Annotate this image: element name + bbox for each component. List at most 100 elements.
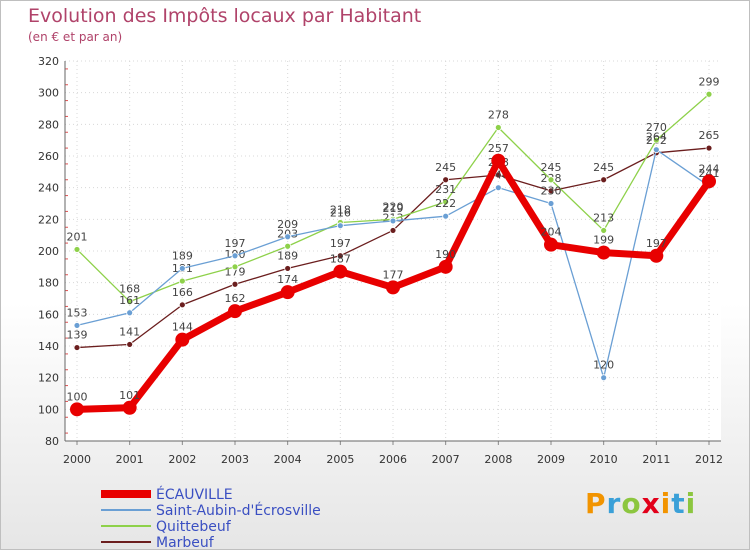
data-point [596,245,611,260]
data-label: 220 [383,200,404,213]
data-point [284,233,292,241]
y-tick-label: 320 [38,55,59,68]
y-tick-label: 300 [38,87,59,100]
data-label: 278 [488,109,509,122]
data-label: 216 [330,207,351,220]
data-label: 166 [172,286,193,299]
data-point [494,124,502,131]
data-point [389,227,397,234]
y-tick-label: 280 [38,118,59,131]
data-label: 264 [646,131,667,144]
data-point [126,298,134,306]
data-label: 189 [172,249,193,262]
legend-label: Saint-Aubin-d'Écrosville [156,502,321,519]
data-label: 197 [646,237,667,250]
chart-subtitle: (en € et par an) [28,30,123,44]
x-tick-label: 2008 [484,453,512,466]
data-label: 189 [277,249,298,262]
proxiti-logo: Proxiti [585,487,697,520]
x-tick-label: 2001 [116,453,144,466]
data-point [600,374,608,382]
data-point [442,176,450,184]
data-point [73,246,81,253]
chart-title: Evolution des Impôts locaux par Habitant [28,5,422,27]
data-label: 101 [119,389,140,402]
data-point [652,136,660,144]
y-tick-label: 200 [38,245,59,258]
data-point [600,227,608,234]
y-tick-label: 80 [45,435,59,448]
data-label: 199 [593,234,614,247]
data-label: 231 [435,183,456,196]
data-point [389,217,397,225]
data-label: 141 [119,325,140,338]
data-point [126,309,134,317]
data-point [442,198,450,206]
data-label: 218 [330,204,351,217]
y-tick-label: 140 [38,340,59,353]
data-point [547,187,555,195]
data-point [228,304,242,319]
data-point [284,265,292,272]
data-label: 230 [541,185,562,198]
data-label: 257 [488,142,509,155]
data-point [494,171,502,179]
data-label: 153 [67,306,88,319]
data-label: 162 [225,292,246,305]
data-point [122,400,137,415]
data-label: 120 [593,359,614,372]
data-point [336,222,344,230]
x-tick-label: 2009 [537,453,565,466]
data-label: 190 [435,248,456,261]
data-point [600,176,608,184]
data-point [442,212,450,220]
data-point [386,280,400,295]
data-point [652,146,660,154]
x-tick-label: 2012 [695,453,723,466]
data-label: 174 [277,273,298,286]
y-tick-label: 120 [38,372,59,385]
data-label: 270 [646,121,667,134]
data-point [284,242,292,250]
legend-label: Quittebeuf [156,519,232,535]
x-tick-label: 2003 [221,453,249,466]
y-tick-label: 260 [38,150,59,163]
data-label: 219 [383,202,404,215]
data-label: 265 [699,129,720,142]
x-tick-label: 2006 [379,453,407,466]
data-point [231,252,239,260]
x-tick-label: 2010 [590,453,618,466]
y-tick-label: 180 [38,277,59,290]
data-point [333,264,348,279]
y-tick-label: 220 [38,213,59,226]
data-label: 197 [225,237,246,250]
data-point [547,176,555,184]
data-point [702,174,716,189]
y-tick-label: 160 [38,308,59,321]
data-point [491,153,506,168]
data-label: 100 [67,390,88,403]
x-tick-label: 2004 [274,453,302,466]
data-label: 222 [435,197,456,210]
data-label: 204 [541,226,562,239]
data-point [649,248,664,263]
data-point [705,90,713,98]
data-point [336,252,344,260]
data-point [73,344,81,351]
data-point [178,301,186,309]
x-tick-label: 2000 [63,453,91,466]
data-point [175,332,190,347]
data-label: 139 [67,329,88,342]
data-point [70,402,84,417]
data-label: 201 [67,230,88,243]
data-point [280,285,295,300]
data-label: 168 [119,283,140,296]
data-label: 245 [435,161,456,174]
data-label: 144 [172,321,193,334]
data-point [494,184,502,192]
data-point [231,263,239,271]
y-tick-label: 100 [38,403,59,416]
data-label: 245 [593,161,614,174]
x-tick-label: 2002 [168,453,196,466]
